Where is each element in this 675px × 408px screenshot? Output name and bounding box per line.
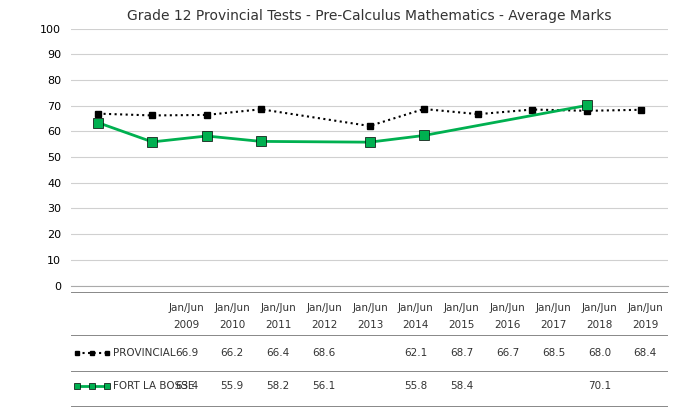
Text: 2010: 2010: [219, 320, 246, 330]
Text: 66.9: 66.9: [175, 348, 198, 358]
Text: 62.1: 62.1: [404, 348, 427, 358]
Text: 68.4: 68.4: [634, 348, 657, 358]
Text: FORT LA BOSSE: FORT LA BOSSE: [113, 381, 194, 391]
Text: Jan/Jun: Jan/Jun: [536, 303, 572, 313]
Text: 55.9: 55.9: [221, 381, 244, 391]
Title: Grade 12 Provincial Tests - Pre-Calculus Mathematics - Average Marks: Grade 12 Provincial Tests - Pre-Calculus…: [128, 9, 612, 23]
Text: 68.5: 68.5: [542, 348, 565, 358]
Text: 58.2: 58.2: [267, 381, 290, 391]
Text: Jan/Jun: Jan/Jun: [398, 303, 434, 313]
Text: Jan/Jun: Jan/Jun: [582, 303, 618, 313]
Text: 66.7: 66.7: [496, 348, 519, 358]
Text: 68.6: 68.6: [313, 348, 335, 358]
Text: Jan/Jun: Jan/Jun: [490, 303, 526, 313]
Text: Jan/Jun: Jan/Jun: [169, 303, 205, 313]
Text: 2013: 2013: [357, 320, 383, 330]
Text: 58.4: 58.4: [450, 381, 473, 391]
Text: 2019: 2019: [632, 320, 659, 330]
Text: 63.4: 63.4: [175, 381, 198, 391]
Text: 2014: 2014: [403, 320, 429, 330]
Text: 2016: 2016: [495, 320, 521, 330]
Text: 55.8: 55.8: [404, 381, 427, 391]
Text: PROVINCIAL: PROVINCIAL: [113, 348, 176, 358]
Text: 2012: 2012: [311, 320, 338, 330]
Text: 2018: 2018: [586, 320, 613, 330]
Text: 66.4: 66.4: [267, 348, 290, 358]
Text: 56.1: 56.1: [313, 381, 335, 391]
Text: Jan/Jun: Jan/Jun: [352, 303, 388, 313]
Text: 2017: 2017: [541, 320, 567, 330]
Text: 68.7: 68.7: [450, 348, 473, 358]
Text: 2009: 2009: [173, 320, 200, 330]
Text: 2011: 2011: [265, 320, 292, 330]
Text: 66.2: 66.2: [221, 348, 244, 358]
Text: Jan/Jun: Jan/Jun: [215, 303, 250, 313]
Text: Jan/Jun: Jan/Jun: [261, 303, 296, 313]
Text: Jan/Jun: Jan/Jun: [444, 303, 480, 313]
Text: 70.1: 70.1: [588, 381, 611, 391]
Text: 68.0: 68.0: [588, 348, 611, 358]
Text: Jan/Jun: Jan/Jun: [628, 303, 663, 313]
Text: Jan/Jun: Jan/Jun: [306, 303, 342, 313]
Text: 2015: 2015: [449, 320, 475, 330]
